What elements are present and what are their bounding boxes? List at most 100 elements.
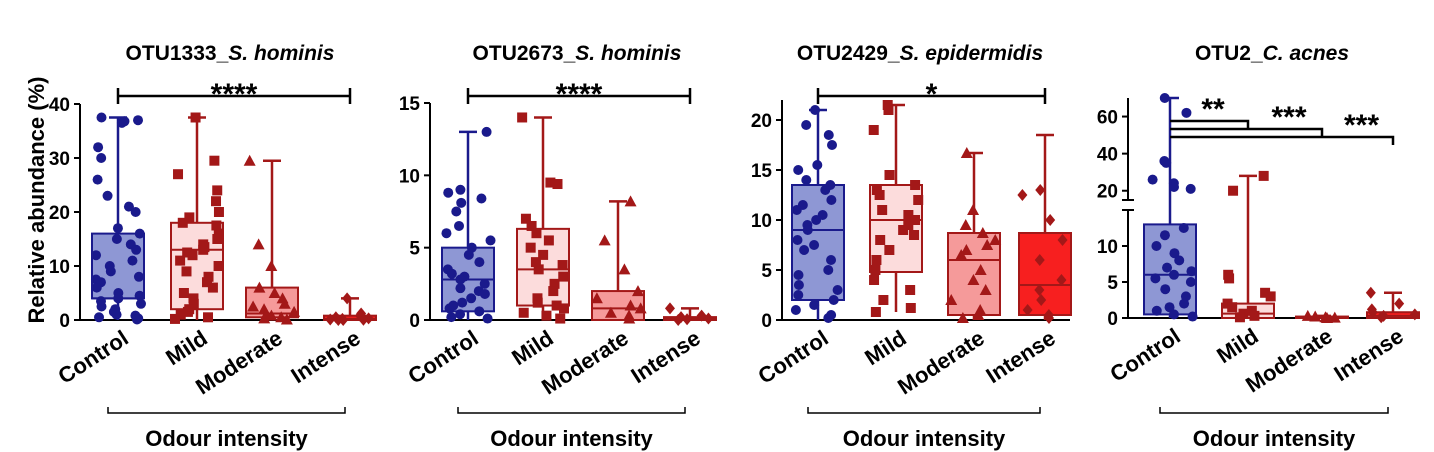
data-point: [972, 309, 985, 320]
data-point: [130, 207, 141, 217]
chart-title: OTU1333_S. hominis: [126, 42, 335, 65]
data-point: [518, 307, 529, 318]
box-mild: [169, 112, 224, 324]
category-label: Control: [54, 325, 133, 389]
data-point: [631, 285, 644, 297]
data-point: [188, 298, 199, 309]
data-point: [1228, 185, 1239, 196]
data-point: [96, 301, 107, 312]
category-label: Intense: [1330, 323, 1408, 386]
data-point: [531, 228, 542, 239]
data-point: [1234, 312, 1245, 323]
data-point: [358, 313, 369, 326]
significance-label: *: [926, 78, 938, 111]
data-point: [203, 312, 214, 323]
significance-label: **: [1201, 93, 1225, 126]
data-point: [517, 112, 528, 123]
data-point: [187, 250, 198, 261]
data-point: [278, 297, 291, 309]
x-axis-label: Odour intensity: [843, 426, 1006, 451]
data-point: [1034, 254, 1045, 266]
data-point: [525, 242, 536, 253]
data-point: [175, 255, 186, 266]
data-point: [793, 270, 804, 280]
x-axis-label: Odour intensity: [145, 426, 308, 451]
data-point: [243, 154, 256, 166]
data-point: [268, 287, 281, 298]
data-point: [173, 169, 184, 180]
data-point: [520, 213, 531, 224]
data-point: [1057, 234, 1068, 246]
y-tick-label: 5: [761, 261, 772, 282]
data-point: [955, 249, 968, 260]
data-point: [455, 283, 466, 294]
data-point: [1159, 230, 1170, 241]
data-point: [543, 235, 554, 246]
data-point: [247, 300, 260, 312]
data-point: [1178, 223, 1189, 233]
data-point: [1017, 189, 1028, 201]
data-point: [212, 185, 223, 196]
data-point: [325, 313, 336, 326]
box-intense: [1017, 133, 1072, 324]
data-point: [810, 105, 821, 115]
data-point: [826, 195, 837, 205]
data-point: [905, 285, 916, 295]
data-point: [441, 228, 452, 239]
y-tick-label: 60: [1097, 108, 1118, 129]
y-tick-label: 15: [399, 94, 421, 115]
data-point: [673, 314, 684, 326]
box-moderate: [243, 154, 301, 325]
data-point: [1034, 284, 1045, 296]
box-intense: [663, 302, 717, 326]
data-point: [1174, 255, 1185, 266]
y-tick-label: 40: [1097, 145, 1118, 166]
data-point: [456, 197, 467, 208]
data-point: [253, 281, 266, 293]
x-axis-label: Odour intensity: [490, 426, 653, 451]
data-point: [533, 264, 544, 275]
category-label: Mild: [161, 325, 212, 370]
data-point: [119, 116, 130, 127]
data-point: [1260, 287, 1271, 298]
data-point: [111, 234, 122, 244]
category-label: Intense: [982, 325, 1060, 388]
data-point: [1056, 274, 1067, 286]
data-point: [913, 195, 924, 205]
data-point: [682, 313, 693, 326]
data-point: [463, 249, 474, 260]
y-tick-label: 20: [49, 203, 70, 224]
box-control: [1143, 93, 1198, 322]
data-point: [446, 312, 457, 323]
data-point: [207, 282, 218, 293]
data-point: [967, 274, 980, 285]
data-point: [1162, 262, 1173, 273]
chart-panel: OTU2673_S. hominis 0 5 10 15 Control MildModer…: [399, 42, 717, 451]
data-point: [212, 234, 223, 244]
data-point: [898, 225, 909, 235]
y-axis-label: Relative abundance (%): [24, 77, 49, 324]
data-point: [1309, 310, 1322, 322]
data-point: [134, 290, 145, 301]
data-point: [790, 305, 801, 315]
data-point: [703, 312, 714, 325]
data-point: [909, 230, 920, 240]
chart-title: OTU2_C. acnes: [1195, 42, 1349, 65]
category-label: Mild: [860, 325, 911, 370]
data-point: [903, 220, 914, 230]
data-point: [1151, 241, 1162, 251]
category-label: Intense: [627, 325, 705, 388]
data-point: [551, 300, 562, 311]
data-point: [132, 314, 143, 325]
data-point: [211, 220, 222, 231]
data-point: [809, 240, 820, 250]
data-point: [884, 170, 895, 180]
data-point: [474, 306, 485, 317]
data-point: [590, 292, 603, 304]
data-point: [870, 307, 881, 317]
data-point: [634, 302, 647, 314]
y-tick-label: 0: [59, 311, 70, 332]
significance-bracket: ***: [1170, 101, 1324, 137]
data-point: [1249, 310, 1260, 321]
